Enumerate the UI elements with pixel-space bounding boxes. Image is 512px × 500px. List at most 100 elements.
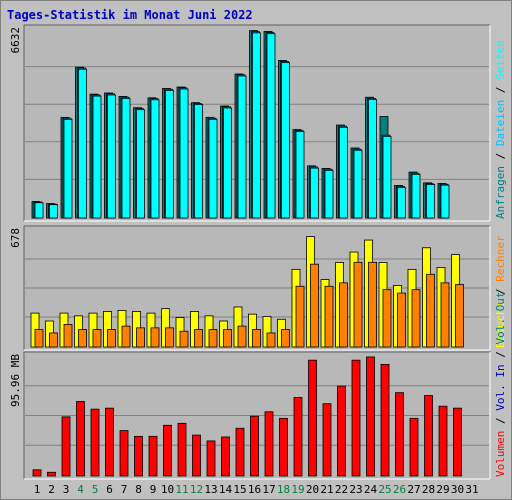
bar-rechner [121, 325, 131, 348]
bar-rechner [252, 329, 261, 348]
x-tick-label: 22 [335, 483, 348, 496]
bar-rechner [397, 292, 406, 348]
x-tick-label: 8 [135, 483, 142, 496]
legend-top: Anfragen / Dateien / Seiten [494, 40, 507, 219]
x-tick-label: 16 [248, 483, 261, 496]
bar-volumen [453, 407, 462, 477]
x-tick-label: 31 [465, 483, 478, 496]
bar-rechner [136, 327, 145, 348]
bar-volumen [308, 359, 317, 477]
bar-volumen [264, 411, 274, 477]
bar-seiten [368, 99, 377, 219]
bar-seiten [339, 126, 348, 219]
x-tick-label: 18 [277, 483, 290, 496]
bar-seiten [63, 118, 73, 219]
bar-rechner [382, 289, 392, 348]
bar-rechner [78, 329, 87, 348]
bar-seiten [426, 184, 435, 219]
bar-rechner [310, 263, 319, 348]
bar-volumen [235, 427, 245, 477]
bar-seiten [440, 184, 450, 219]
x-tick-label: 12 [190, 483, 203, 496]
legend-entry: Vol. In [494, 364, 507, 410]
bar-seiten [49, 204, 58, 219]
bar-seiten [252, 32, 261, 219]
bar-rechner [281, 329, 290, 348]
bar-volumen [148, 435, 158, 477]
bar-volumen [192, 434, 201, 477]
bar-rechner [324, 285, 334, 348]
bar-seiten [107, 94, 116, 219]
x-tick-label: 13 [204, 483, 217, 496]
x-tick-label: 20 [306, 483, 319, 496]
x-tick-label: 27 [407, 483, 420, 496]
panel-bottom: 95.96 MB [9, 351, 491, 480]
legend-entry: Rechner [494, 235, 507, 282]
bar-rechner [223, 329, 232, 348]
legend-separator: / [494, 146, 507, 166]
legend-entry: Besuche [494, 302, 507, 348]
bar-rechner [353, 261, 363, 348]
legend-entry: Vol. Out [494, 292, 507, 345]
bar-rechner [237, 325, 247, 348]
bar-volumen [366, 356, 375, 477]
x-tick-label: 17 [262, 483, 275, 496]
x-tick-label: 23 [349, 483, 362, 496]
bar-seiten [295, 131, 305, 219]
bar-seiten [121, 97, 131, 219]
bar-seiten [281, 62, 290, 219]
x-tick-label: 28 [422, 483, 435, 496]
x-tick-label: 14 [219, 483, 233, 496]
bar-volumen [409, 417, 419, 477]
x-tick-label: 6 [106, 483, 113, 496]
chart-title: Tages-Statistik im Monat Juni 2022 [7, 8, 253, 22]
bar-volumen [163, 424, 172, 477]
bar-rechner [107, 329, 116, 348]
x-tick-label: 30 [451, 483, 464, 496]
bar-seiten [382, 135, 392, 219]
bar-seiten [397, 187, 406, 219]
bar-volumen [250, 415, 259, 477]
bar-volumen [395, 392, 404, 477]
bar-rechner [411, 289, 421, 348]
bar-seiten [310, 167, 319, 219]
x-tick-label: 25 [378, 483, 391, 496]
bar-seiten [237, 75, 247, 219]
bar-seiten [34, 202, 44, 219]
x-tick-label: 1 [34, 483, 41, 496]
panel-middle: 678 [9, 225, 491, 351]
bar-rechner [179, 330, 189, 348]
bar-rechner [92, 329, 102, 348]
bar-volumen [279, 417, 288, 477]
bar-seiten [165, 90, 174, 219]
bar-volumen [32, 469, 42, 477]
bar-volumen [90, 408, 100, 477]
legend-entry: Anfragen [494, 166, 507, 219]
x-tick-label: 11 [175, 483, 188, 496]
bar-seiten [223, 107, 232, 219]
bar-volumen [337, 385, 346, 477]
bar-rechner [339, 282, 348, 348]
bar-volumen [438, 405, 448, 477]
bar-rechner [455, 284, 464, 348]
bar-rechner [368, 261, 377, 348]
x-tick-label: 7 [121, 483, 128, 496]
bar-rechner [295, 285, 305, 348]
bar-seiten [136, 109, 145, 219]
bar-volumen [119, 430, 129, 477]
legend-separator: / [494, 411, 507, 431]
bar-rechner [426, 273, 435, 348]
panel-top: 6632 [9, 24, 491, 222]
bar-rechner [194, 329, 203, 348]
bar-seiten [353, 149, 363, 219]
bar-volumen [424, 395, 433, 477]
x-tick-label: 26 [393, 483, 406, 496]
x-tick-label: 5 [92, 483, 99, 496]
bar-seiten [194, 104, 203, 219]
bar-rechner [266, 332, 276, 348]
legend-entry: Volumen [494, 431, 507, 477]
bar-volumen [221, 436, 230, 477]
bar-volumen [380, 363, 390, 477]
bar-rechner [440, 282, 450, 348]
